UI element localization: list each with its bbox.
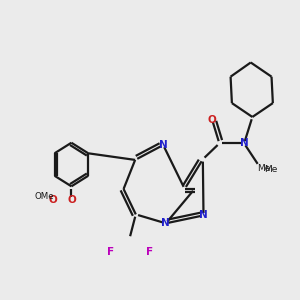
Text: Me: Me bbox=[257, 164, 271, 173]
Text: N: N bbox=[159, 140, 168, 150]
Text: O: O bbox=[67, 194, 76, 205]
Text: O: O bbox=[49, 194, 57, 205]
Text: N: N bbox=[199, 210, 208, 220]
Text: Me: Me bbox=[264, 165, 277, 174]
Text: F: F bbox=[146, 248, 153, 257]
Text: F: F bbox=[107, 248, 114, 257]
Text: N: N bbox=[240, 138, 248, 148]
Text: OMe: OMe bbox=[34, 192, 54, 201]
Text: N: N bbox=[161, 218, 170, 228]
Text: O: O bbox=[208, 115, 217, 124]
